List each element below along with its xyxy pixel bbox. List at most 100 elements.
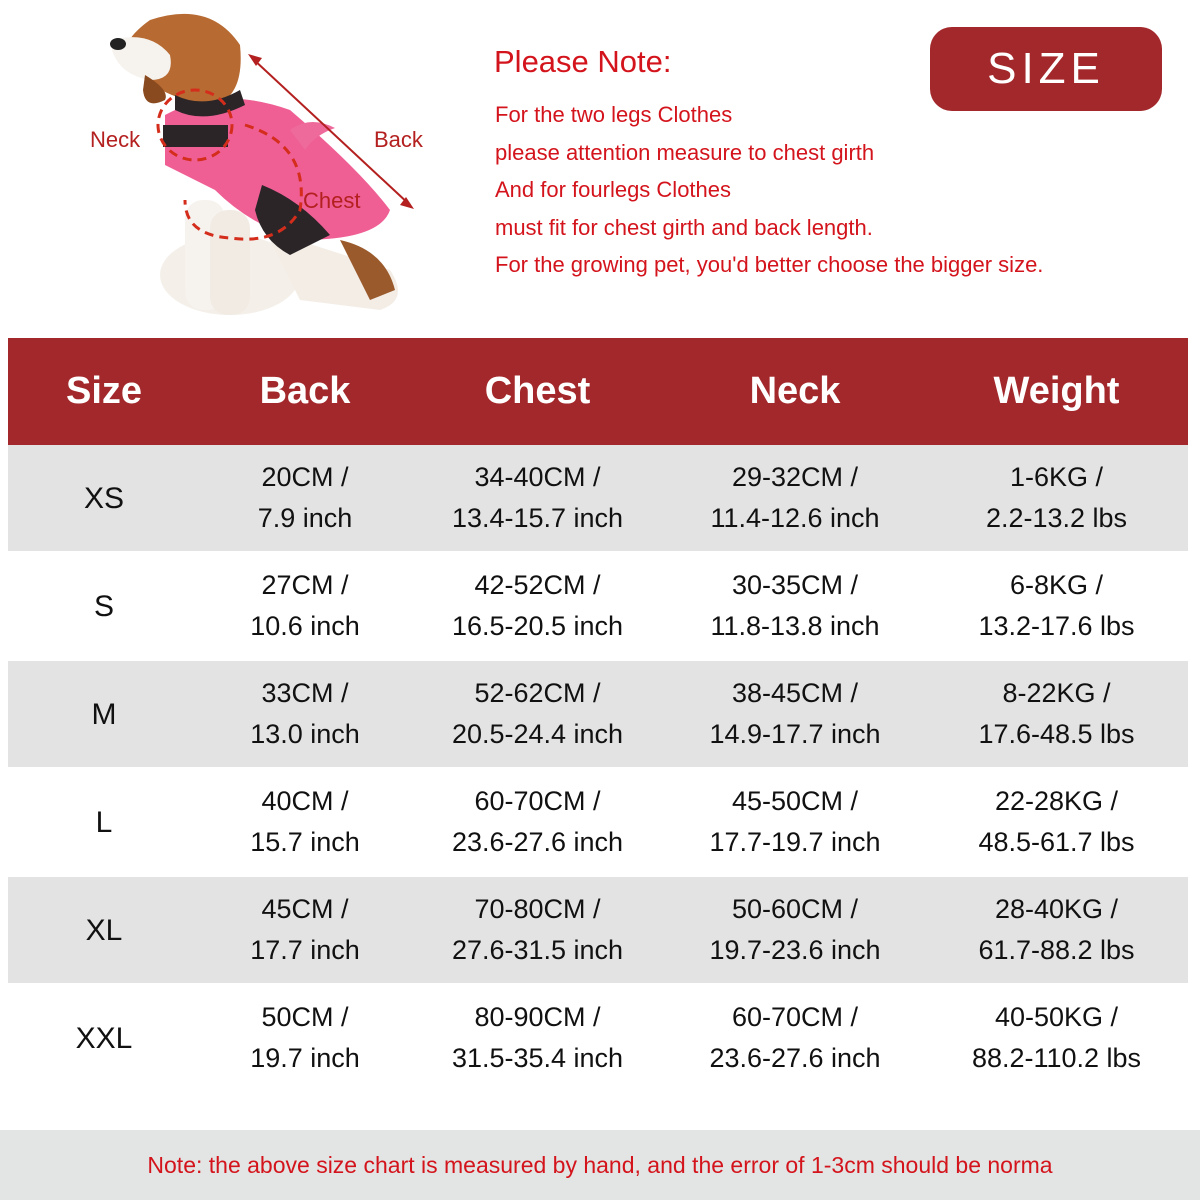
header-chest: Chest — [484, 370, 591, 412]
neck-cell: 60-70CM / 23.6-27.6 inch — [665, 997, 925, 1079]
neck-cell: 50-60CM / 19.7-23.6 inch — [665, 889, 925, 971]
weight-cell: 28-40KG / 61.7-88.2 lbs — [925, 889, 1188, 971]
back-value: 27CM / — [261, 570, 349, 600]
chest-value: 80-90CM / — [474, 1002, 601, 1032]
neck-cell: 45-50CM / 17.7-19.7 inch — [665, 781, 925, 863]
back-cell: 33CM / 13.0 inch — [200, 673, 410, 755]
table-row: XS 20CM / 7.9 inch 34-40CM / 13.4-15.7 inch 2… — [8, 445, 1188, 553]
back-label: Back — [374, 127, 423, 152]
note-line: And for fourlegs Clothes — [495, 177, 732, 202]
weight-value: 40-50KG / — [994, 1002, 1119, 1032]
neck-value: 60-70CM / — [731, 1002, 859, 1032]
back-value: 40CM / — [261, 786, 349, 816]
chest-cell: 60-70CM / 23.6-27.6 inch — [410, 781, 665, 863]
chest-cell: 70-80CM / 27.6-31.5 inch — [410, 889, 665, 971]
neck-value: 29-32CM / — [731, 462, 859, 492]
chest-value: 16.5-20.5 inch — [451, 611, 624, 641]
table-header: Size Back Chest Neck Weight — [8, 338, 1188, 445]
weight-cell: 1-6KG / 2.2-13.2 lbs — [925, 457, 1188, 539]
chest-value: 60-70CM / — [474, 786, 601, 816]
chest-value: 31.5-35.4 inch — [451, 1043, 624, 1073]
chest-value: 42-52CM / — [474, 570, 601, 600]
size-badge: SIZE — [930, 27, 1162, 111]
neck-value: 50-60CM / — [731, 894, 859, 924]
header-size: Size — [65, 370, 143, 412]
weight-value: 61.7-88.2 lbs — [978, 935, 1135, 965]
note-lines: For the two legs Clothes please attentio… — [495, 96, 1043, 284]
weight-cell: 6-8KG / 13.2-17.6 lbs — [925, 565, 1188, 647]
weight-value: 13.2-17.6 lbs — [978, 611, 1135, 641]
back-value: 15.7 inch — [250, 827, 360, 857]
weight-value: 88.2-110.2 lbs — [971, 1043, 1142, 1073]
neck-value: 11.8-13.8 inch — [710, 611, 880, 641]
neck-value: 14.9-17.7 inch — [709, 719, 881, 749]
table-row: XXL 50CM / 19.7 inch 80-90CM / 31.5-35.4 inc… — [8, 985, 1188, 1093]
neck-value: 23.6-27.6 inch — [709, 1043, 881, 1073]
weight-value: 28-40KG / — [994, 894, 1119, 924]
table-row: M 33CM / 13.0 inch 52-62CM / 20.5-24.4 inch 3… — [8, 661, 1188, 769]
footer-note: Note: the above size chart is measured b… — [0, 1130, 1200, 1200]
neck-value: 38-45CM / — [731, 678, 859, 708]
weight-value: 1-6KG / — [1009, 462, 1104, 492]
back-cell: 27CM / 10.6 inch — [200, 565, 410, 647]
chest-cell: 42-52CM / 16.5-20.5 inch — [410, 565, 665, 647]
note-line: For the growing pet, you'd better choose… — [495, 252, 1044, 277]
table-row: L 40CM / 15.7 inch 60-70CM / 23.6-27.6 inch 4… — [8, 769, 1188, 877]
size-cell: S — [93, 589, 114, 623]
size-cell: XXL — [75, 1021, 133, 1055]
size-cell: XL — [85, 913, 123, 947]
neck-value: 17.7-19.7 inch — [709, 827, 881, 857]
size-cell: XS — [83, 481, 125, 515]
back-cell: 20CM / 7.9 inch — [200, 457, 410, 539]
back-value: 10.6 inch — [250, 611, 360, 641]
neck-value: 30-35CM / — [731, 570, 859, 600]
size-cell: M — [91, 697, 117, 731]
back-cell: 50CM / 19.7 inch — [200, 997, 410, 1079]
weight-cell: 40-50KG / 88.2-110.2 lbs — [925, 997, 1188, 1079]
size-table: Size Back Chest Neck Weight XS 20CM / 7.9 … — [8, 338, 1188, 1093]
back-value: 19.7 inch — [250, 1043, 360, 1073]
chest-cell: 34-40CM / 13.4-15.7 inch — [410, 457, 665, 539]
chest-value: 13.4-15.7 inch — [451, 503, 624, 533]
size-cell: L — [95, 805, 113, 839]
note-line: must fit for chest girth and back length… — [495, 214, 873, 240]
neck-cell: 29-32CM / 11.4-12.6 inch — [665, 457, 925, 539]
note-line: For the two legs Clothes — [495, 102, 733, 127]
chest-value: 23.6-27.6 inch — [451, 827, 624, 857]
weight-value: 48.5-61.7 lbs — [978, 827, 1135, 857]
neck-value: 45-50CM / — [731, 786, 859, 816]
chest-value: 27.6-31.5 inch — [451, 935, 624, 965]
back-value: 13.0 inch — [250, 719, 360, 749]
neck-value: 19.7-23.6 inch — [709, 935, 881, 965]
back-value: 17.7 inch — [250, 935, 360, 965]
back-cell: 40CM / 15.7 inch — [200, 781, 410, 863]
weight-cell: 8-22KG / 17.6-48.5 lbs — [925, 673, 1188, 755]
chest-value: 70-80CM / — [474, 894, 601, 924]
weight-cell: 22-28KG / 48.5-61.7 lbs — [925, 781, 1188, 863]
chest-label: Chest — [303, 188, 361, 213]
weight-value: 2.2-13.2 lbs — [985, 503, 1128, 533]
back-value: 20CM / — [261, 462, 349, 492]
back-cell: 45CM / 17.7 inch — [200, 889, 410, 971]
weight-value: 8-22KG / — [1002, 678, 1111, 708]
back-value: 45CM / — [261, 894, 349, 924]
chest-value: 20.5-24.4 inch — [451, 719, 624, 749]
header-weight: Weight — [993, 370, 1120, 412]
table-row: XL 45CM / 17.7 inch 70-80CM / 27.6-31.5 inch… — [8, 877, 1188, 985]
weight-value: 6-8KG / — [1009, 570, 1104, 600]
table-body: XS 20CM / 7.9 inch 34-40CM / 13.4-15.7 inch 2… — [8, 445, 1188, 1093]
back-value: 7.9 inch — [257, 503, 353, 533]
note-line: please attention measure to chest girth — [495, 139, 875, 165]
table-row: S 27CM / 10.6 inch 42-52CM / 16.5-20.5 inch 3… — [8, 553, 1188, 661]
weight-value: 17.6-48.5 lbs — [978, 719, 1135, 749]
weight-value: 22-28KG / — [994, 786, 1119, 816]
chest-value: 52-62CM / — [474, 678, 601, 708]
neck-label: Neck — [90, 127, 141, 152]
back-value: 33CM / — [261, 678, 349, 708]
chest-cell: 52-62CM / 20.5-24.4 inch — [410, 673, 665, 755]
header-back: Back — [259, 370, 351, 412]
note-title: Please Note: — [494, 44, 672, 79]
dog-in-life-vest-illustration — [110, 13, 414, 315]
header-neck: Neck — [749, 370, 841, 412]
chest-cell: 80-90CM / 31.5-35.4 inch — [410, 997, 665, 1079]
